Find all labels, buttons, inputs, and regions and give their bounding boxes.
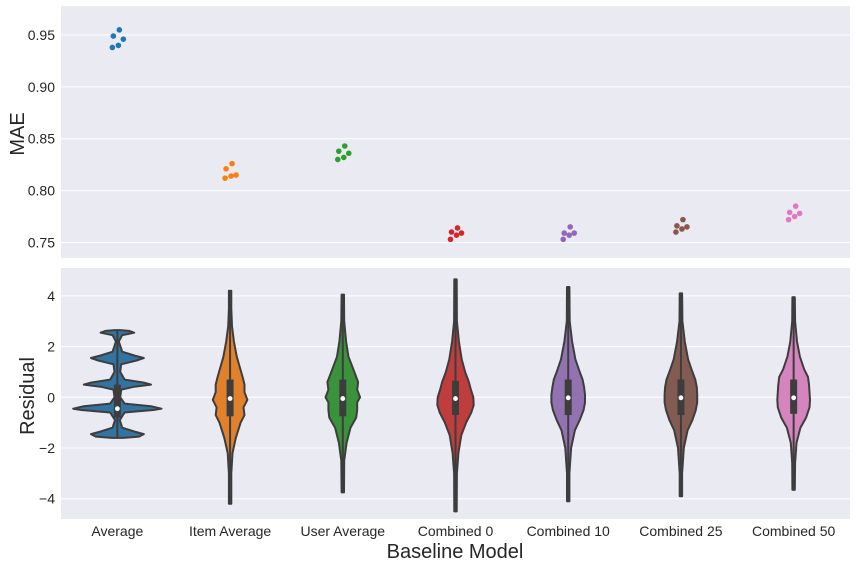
- mae-point: [679, 226, 685, 232]
- mae-y-tick-label: 0.75: [28, 234, 55, 250]
- mae-point: [458, 230, 465, 236]
- residual-violins: [72, 278, 811, 513]
- residual-violin-panel: −4 −2 0 2 4 Average Item Average User Average C…: [17, 268, 850, 563]
- x-tick-label: User Average: [300, 523, 385, 539]
- residual-y-tick-labels: −4 −2 0 2 4: [39, 288, 55, 507]
- violin-median: [565, 395, 571, 401]
- mae-point: [684, 224, 690, 230]
- mae-point: [566, 232, 573, 238]
- mae-point: [560, 236, 567, 243]
- residual-y-axis-label: Residual: [17, 357, 39, 435]
- violin-median: [340, 396, 346, 401]
- violin-median: [791, 395, 797, 401]
- mae-point: [110, 33, 117, 39]
- mae-point: [116, 27, 123, 33]
- mae-point: [228, 173, 234, 179]
- mae-y-axis-label: MAE: [7, 112, 29, 155]
- violin-item-average: [211, 289, 249, 505]
- mae-point: [561, 230, 568, 236]
- violin-user-average: [324, 293, 362, 494]
- violin-average: [72, 329, 163, 439]
- x-axis-label: Baseline Model: [387, 541, 524, 563]
- mae-point: [674, 223, 680, 229]
- mae-plot-background: [61, 6, 850, 258]
- mae-point: [222, 175, 228, 181]
- violin-median: [453, 396, 458, 401]
- mae-point: [673, 229, 679, 235]
- mae-point: [786, 209, 793, 216]
- mae-point: [791, 213, 798, 220]
- mae-point: [335, 148, 342, 154]
- mae-gridlines: [61, 34, 850, 243]
- mae-point: [345, 150, 352, 157]
- mae-points: [109, 27, 803, 243]
- violin-iqr-box: [113, 384, 121, 418]
- mae-swarm-panel: 0.75 0.80 0.85 0.90 0.95 MAE: [7, 6, 850, 258]
- residual-y-tick-label: −4: [39, 491, 55, 507]
- residual-y-tick-label: 0: [47, 389, 55, 405]
- violin-combined-0: [436, 278, 475, 513]
- mae-point: [340, 154, 347, 161]
- mae-y-tick-label: 0.85: [28, 131, 55, 147]
- violin-combined-10: [550, 286, 586, 503]
- mae-point: [792, 203, 799, 209]
- x-tick-label: Combined 50: [752, 523, 835, 539]
- mae-point: [571, 230, 578, 236]
- violin-combined-50: [776, 296, 811, 491]
- mae-point: [453, 232, 460, 238]
- mae-point: [447, 236, 454, 243]
- x-tick-label: Combined 25: [639, 523, 722, 539]
- x-tick-label: Combined 10: [527, 523, 610, 539]
- mae-point: [233, 172, 239, 178]
- mae-point: [223, 166, 229, 172]
- violin-median: [227, 396, 233, 401]
- mae-point: [448, 229, 455, 235]
- mae-point: [796, 210, 803, 217]
- residual-y-tick-label: 2: [47, 339, 55, 355]
- mae-point: [567, 224, 574, 230]
- residual-y-tick-label: −2: [39, 440, 55, 456]
- x-tick-label: Combined 0: [418, 523, 494, 539]
- mae-point: [341, 143, 348, 149]
- violin-median: [678, 395, 684, 401]
- mae-point: [334, 156, 341, 163]
- violin-median: [114, 406, 120, 412]
- x-tick-label: Average: [91, 523, 143, 539]
- mae-y-tick-label: 0.90: [28, 79, 55, 95]
- mae-y-tick-labels: 0.75 0.80 0.85 0.90 0.95: [28, 27, 55, 250]
- mae-point: [109, 44, 116, 51]
- x-tick-labels: Average Item Average User Average Combined …: [91, 523, 835, 539]
- mae-point: [120, 36, 127, 42]
- mae-point: [229, 160, 235, 167]
- residual-y-tick-label: 4: [47, 288, 55, 304]
- mae-y-tick-label: 0.80: [28, 183, 55, 199]
- mae-point: [115, 42, 122, 49]
- mae-point: [680, 216, 686, 223]
- violin-combined-25: [663, 292, 699, 498]
- mae-y-tick-label: 0.95: [28, 27, 55, 43]
- mae-point: [454, 225, 461, 231]
- mae-point: [785, 216, 792, 223]
- x-tick-label: Item Average: [189, 523, 271, 539]
